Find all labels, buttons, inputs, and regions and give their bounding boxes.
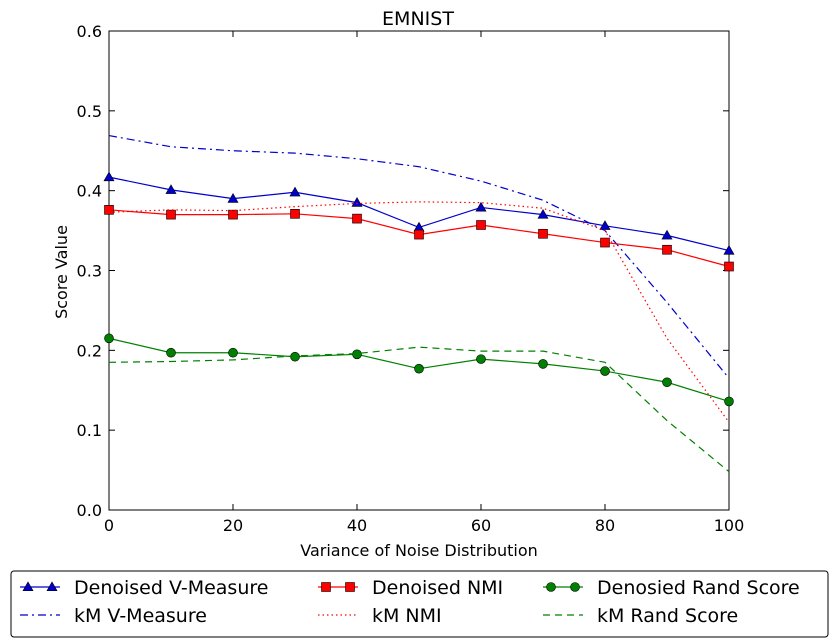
y-tick-label: 0.2 (77, 341, 102, 360)
legend-label-3: kM NMI (372, 605, 442, 627)
data-point-4 (476, 354, 486, 364)
y-tick-label: 0.4 (77, 182, 102, 201)
data-point-0 (723, 244, 735, 255)
y-tick-label: 0.3 (77, 262, 102, 281)
data-point-2 (724, 261, 734, 272)
y-tick-label: 0.6 (77, 22, 102, 41)
legend-label-2: Denoised NMI (372, 577, 503, 599)
data-point-0 (661, 229, 673, 240)
data-point-0 (165, 184, 177, 194)
legend: Denoised V-Measure kM V-Measure Denoised N… (10, 570, 829, 638)
data-point-4 (600, 366, 610, 376)
data-point-2 (166, 209, 176, 220)
x-tick-label: 0 (104, 516, 114, 535)
data-point-0 (103, 171, 115, 182)
plot-area: 0 20 40 60 80 100 0.0 0.1 0.2 0.3 0.4 0.5 0.6 (77, 22, 745, 535)
data-point-2 (538, 228, 548, 239)
y-tick-label: 0.0 (77, 501, 102, 520)
data-point-0 (351, 197, 363, 207)
legend-label-0: Denoised V-Measure (74, 577, 268, 599)
legend-marker-2 (345, 582, 355, 592)
data-point-0 (475, 201, 487, 212)
data-point-4 (228, 347, 238, 358)
y-tick-label: 0.1 (77, 421, 102, 440)
legend-label-4: Denosied Rand Score (597, 577, 800, 599)
legend-marker-2 (321, 582, 331, 592)
y-tick-label: 0.5 (77, 102, 102, 121)
data-point-4 (166, 347, 176, 358)
x-tick-label: 20 (223, 516, 243, 535)
data-point-2 (662, 244, 672, 255)
data-point-4 (538, 359, 548, 369)
data-point-2 (290, 209, 300, 219)
legend-frame (10, 570, 829, 638)
series-line-1 (108, 134, 730, 379)
x-tick-label: 80 (595, 516, 615, 535)
data-point-4 (352, 349, 362, 360)
data-point-4 (414, 363, 424, 374)
legend-marker-0 (46, 581, 58, 592)
data-point-2 (476, 220, 486, 230)
legend-label-5: kM Rand Score (597, 605, 738, 627)
legend-marker-4 (570, 582, 580, 592)
legend-marker-0 (22, 581, 34, 592)
data-point-2 (104, 205, 114, 215)
data-point-4 (724, 396, 734, 407)
x-axis-title: Variance of Noise Distribution (300, 541, 538, 560)
legend-label-1: kM V-Measure (74, 605, 207, 627)
data-point-0 (537, 209, 549, 219)
data-point-0 (599, 220, 611, 230)
x-tick-label: 60 (471, 516, 491, 535)
data-point-2 (600, 237, 610, 248)
data-point-4 (662, 377, 672, 388)
data-point-2 (228, 209, 238, 220)
data-point-0 (289, 186, 301, 197)
data-point-2 (352, 213, 362, 224)
chart-title: EMNIST (382, 8, 454, 30)
y-axis-title: Score Value (52, 225, 71, 319)
legend-marker-4 (546, 582, 556, 592)
x-tick-label: 40 (347, 516, 367, 535)
data-point-4 (104, 333, 114, 344)
data-point-2 (414, 229, 424, 240)
data-point-0 (227, 193, 239, 203)
x-tick-label: 100 (714, 516, 745, 535)
